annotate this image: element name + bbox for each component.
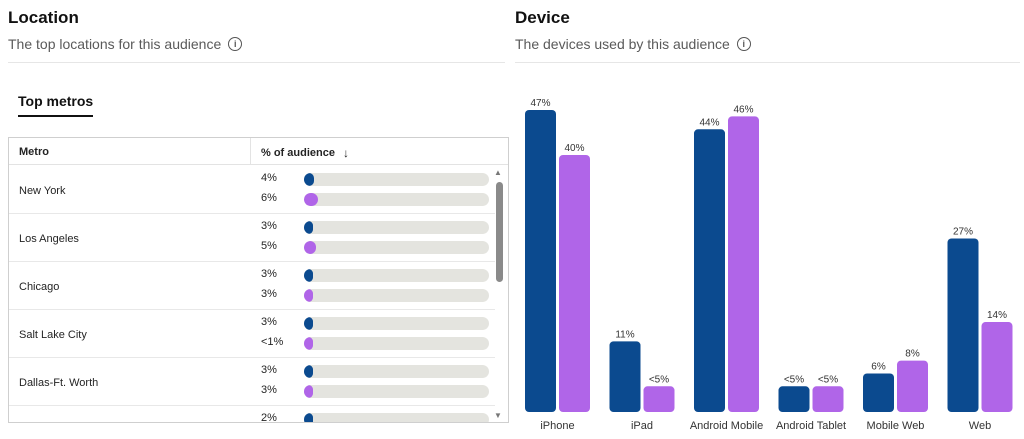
table-header: Metro % of audience ↓ (9, 138, 508, 165)
bar-track (304, 317, 489, 330)
column-divider (250, 138, 251, 165)
bar-fill (304, 193, 319, 206)
category-label: Android Tablet (776, 420, 846, 432)
metro-name: Los Angeles (19, 233, 79, 245)
bar-mobile-web-series-1[interactable] (863, 373, 894, 412)
metros-table: Metro % of audience ↓ New York 4% 6% Los … (8, 137, 509, 423)
data-label: 47% (530, 98, 550, 109)
bar-fill (304, 365, 314, 378)
data-label: 40% (564, 143, 584, 154)
scroll-down-icon[interactable]: ▼ (494, 411, 502, 420)
bar-track (304, 269, 489, 282)
bar-fill (304, 173, 314, 186)
bar-fill (304, 241, 317, 254)
category-label: iPad (631, 420, 653, 432)
bar-android-mobile-series-1[interactable] (694, 129, 725, 412)
device-subtitle: The devices used by this audience i (515, 36, 751, 52)
bar-track (304, 193, 489, 206)
device-title: Device (515, 8, 570, 27)
sort-descending-icon[interactable]: ↓ (342, 146, 349, 160)
data-label: 44% (699, 117, 719, 128)
metro-name: Dallas-Ft. Worth (19, 377, 99, 389)
data-label: <5% (784, 374, 804, 385)
value-series-a: 2% (261, 412, 277, 423)
value-series-b: 5% (261, 240, 277, 252)
bar-track (304, 241, 489, 254)
location-divider (8, 62, 505, 63)
bar-fill (304, 269, 314, 282)
data-label: <5% (818, 374, 838, 385)
device-subtitle-text: The devices used by this audience (515, 36, 730, 52)
table-row[interactable]: Salt Lake City 3% <1% (9, 310, 495, 358)
bar-fill (304, 289, 314, 302)
location-subtitle-text: The top locations for this audience (8, 36, 222, 52)
value-series-b: 3% (261, 384, 277, 396)
value-series-a: 3% (261, 316, 277, 328)
info-icon[interactable]: i (228, 37, 243, 51)
bar-track (304, 173, 489, 186)
bar-web-series-1[interactable] (947, 238, 979, 412)
bar-iphone-series-1[interactable] (525, 110, 556, 412)
table-row[interactable]: Dallas-Ft. Worth 3% 3% (9, 358, 495, 406)
bar-mobile-web-series-2[interactable] (897, 360, 928, 412)
bar-fill (304, 385, 314, 398)
column-header-metro[interactable]: Metro (19, 146, 49, 158)
device-divider (515, 62, 1020, 63)
data-label: 11% (615, 329, 634, 340)
bar-fill (304, 221, 314, 234)
bar-track (304, 221, 489, 234)
column-header-percent[interactable]: % of audience ↓ (261, 146, 349, 160)
tab-top-metros[interactable]: Top metros (18, 93, 94, 117)
value-series-a: 3% (261, 220, 277, 232)
bar-web-series-2[interactable] (981, 322, 1013, 412)
bar-ipad-series-1[interactable] (609, 341, 641, 412)
table-row[interactable]: 2% (9, 406, 495, 423)
table-scrollbar[interactable]: ▲ ▼ (494, 166, 504, 422)
column-header-percent-label: % of audience (261, 147, 335, 159)
table-row[interactable]: Chicago 3% 3% (9, 262, 495, 310)
bar-fill (304, 317, 314, 330)
bar-fill (304, 413, 314, 422)
metro-name: Chicago (19, 281, 60, 293)
category-label: Android Mobile (690, 420, 763, 432)
data-label: 46% (733, 104, 753, 115)
device-bar-chart: 47% 40% iPhone 11% <5% iPad 44% 46% Android Mobi… (525, 98, 1013, 432)
data-label: <5% (649, 374, 669, 385)
data-label: 6% (871, 361, 886, 372)
info-icon[interactable]: i (736, 37, 751, 51)
value-series-a: 4% (261, 172, 277, 184)
bar-track (304, 413, 489, 422)
bar-android-tablet-series-1[interactable] (778, 386, 810, 412)
bar-fill (304, 337, 314, 350)
bar-track (304, 289, 489, 302)
bar-android-mobile-series-2[interactable] (728, 116, 759, 412)
value-series-b: <1% (261, 336, 284, 348)
metro-name: Salt Lake City (19, 329, 87, 341)
data-label: 27% (953, 227, 973, 238)
scroll-thumb[interactable] (496, 182, 503, 282)
category-label: Mobile Web (867, 420, 925, 432)
value-series-a: 3% (261, 268, 277, 280)
bar-ipad-series-2[interactable] (643, 386, 675, 412)
bar-track (304, 337, 489, 350)
value-series-b: 6% (261, 192, 277, 204)
metro-name: New York (19, 185, 66, 197)
data-label: 8% (905, 349, 920, 360)
bar-track (304, 385, 489, 398)
bar-iphone-series-2[interactable] (559, 154, 590, 412)
bar-track (304, 365, 489, 378)
location-title: Location (8, 8, 79, 27)
bar-android-tablet-series-2[interactable] (812, 386, 844, 412)
location-subtitle: The top locations for this audience i (8, 36, 243, 52)
category-label: Web (969, 420, 991, 432)
value-series-b: 3% (261, 288, 277, 300)
category-label: iPhone (540, 420, 574, 432)
value-series-a: 3% (261, 364, 277, 376)
scroll-up-icon[interactable]: ▲ (494, 168, 502, 177)
data-label: 14% (987, 310, 1007, 321)
table-row[interactable]: New York 4% 6% (9, 166, 495, 214)
table-row[interactable]: Los Angeles 3% 5% (9, 214, 495, 262)
